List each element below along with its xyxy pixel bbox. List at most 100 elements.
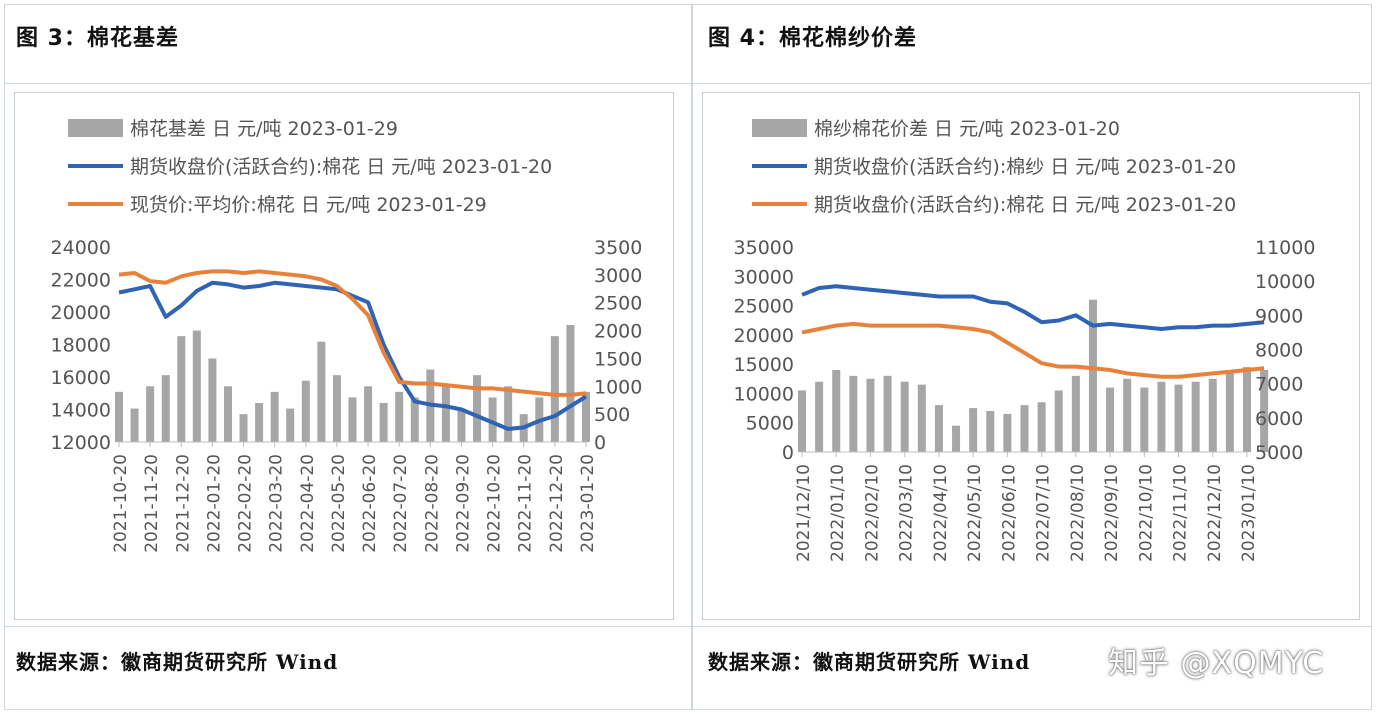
x-tick-label: 2022-06-20: [360, 454, 380, 553]
bar: [1243, 367, 1251, 452]
source-row-left: [4, 626, 692, 710]
x-tick-label: 2023/01/10: [1239, 464, 1259, 562]
bar: [1054, 390, 1063, 452]
bar: [504, 386, 513, 442]
bar: [457, 408, 466, 442]
bar: [1020, 405, 1029, 452]
x-tick-label: 2022-10-20: [485, 454, 505, 553]
bar: [969, 408, 978, 452]
y-right-tick: 5000: [1255, 442, 1303, 464]
bar: [1037, 402, 1046, 452]
bar: [1106, 387, 1115, 452]
x-tick-label: 2023-01-20: [578, 454, 598, 553]
title-row-right: [692, 4, 1372, 84]
y-left-tick: 10000: [734, 383, 794, 405]
x-tick-label: 2022-03-20: [267, 454, 287, 553]
chart-title-left: 图 3：棉花基差: [16, 26, 179, 51]
x-tick-label: 2021-11-20: [142, 454, 162, 553]
legend-label: 期货收盘价(活跃合约):棉纱 日 元/吨 2023-01-20: [814, 156, 1236, 178]
y-left-tick: 15000: [734, 354, 794, 376]
bar: [223, 386, 232, 442]
y-left-tick: 30000: [734, 266, 794, 288]
chart-frame-left: [14, 92, 674, 620]
legend-label: 期货收盘价(活跃合约):棉花 日 元/吨 2023-01-20: [130, 156, 552, 178]
bar: [317, 341, 326, 442]
bar: [866, 378, 875, 452]
bar: [550, 336, 559, 442]
y-left-tick: 14000: [51, 400, 111, 422]
title-row-left: [4, 4, 692, 84]
bar: [395, 391, 404, 442]
bar: [239, 414, 248, 442]
bar: [1088, 299, 1097, 452]
y-left-tick: 20000: [51, 302, 111, 324]
bar: [917, 384, 926, 452]
source-note-left: 数据来源：徽商期货研究所 Wind: [16, 650, 339, 674]
x-tick-label: 2022-12-20: [547, 454, 567, 553]
bar: [798, 390, 806, 452]
bar: [255, 403, 264, 442]
x-tick-label: 2022-05-20: [329, 454, 349, 553]
legend-swatch-bar: [68, 119, 123, 137]
x-tick-label: 2021-12-20: [173, 454, 193, 553]
source-note-right: 数据来源：徽商期货研究所 Wind: [708, 650, 1031, 674]
y-left-tick: 12000: [51, 432, 111, 454]
x-tick-label: 2022/02/10: [862, 464, 882, 562]
bar: [815, 381, 824, 452]
legend-label: 期货收盘价(活跃合约):棉花 日 元/吨 2023-01-20: [814, 194, 1236, 216]
bar: [192, 330, 201, 442]
bar: [301, 380, 310, 442]
y-right-tick: 3500: [594, 237, 642, 259]
bar: [161, 375, 170, 442]
y-right-tick: 2500: [594, 293, 642, 315]
bar: [1003, 413, 1012, 452]
bar: [582, 391, 590, 442]
bar: [348, 397, 357, 442]
legend-swatch-bar: [752, 119, 807, 137]
x-tick-label: 2022/06/10: [999, 464, 1019, 562]
bar: [1225, 372, 1234, 452]
bar: [177, 336, 186, 442]
bar: [410, 397, 419, 442]
bar: [332, 375, 341, 442]
x-tick-label: 2022/09/10: [1102, 464, 1122, 562]
y-right-tick: 6000: [1255, 408, 1303, 430]
series-line: [801, 321, 1265, 379]
x-tick-label: 2022/08/10: [1068, 464, 1088, 562]
bar: [986, 411, 995, 452]
x-tick-label: 2022-09-20: [453, 454, 473, 553]
source-row-right: [692, 626, 1372, 710]
x-tick-label: 2022-08-20: [422, 454, 442, 553]
bar: [1140, 387, 1149, 452]
y-left-tick: 24000: [51, 237, 111, 259]
x-tick-label: 2022-01-20: [204, 454, 224, 553]
series-line: [118, 280, 588, 431]
bar: [130, 408, 139, 442]
bar: [1174, 384, 1183, 452]
y-left-tick: 22000: [51, 270, 111, 292]
bar: [115, 391, 123, 442]
bar: [883, 375, 892, 452]
y-right-tick: 3000: [594, 265, 642, 287]
y-left-tick: 0: [782, 442, 794, 464]
legend-label: 现货价:平均价:棉花 日 元/吨 2023-01-29: [130, 194, 487, 216]
x-tick-label: 2022/04/10: [931, 464, 951, 562]
spread-chart: 棉纱棉花价差 日 元/吨 2023-01-20 期货收盘价(活跃合约):棉纱 日 …: [734, 118, 1316, 562]
bar: [1191, 381, 1200, 452]
x-tick-label: 2022/11/10: [1171, 464, 1191, 562]
bar: [473, 375, 482, 442]
x-tick-label: 2022/05/10: [965, 464, 985, 562]
bar: [488, 397, 497, 442]
x-tick-label: 2022-07-20: [391, 454, 411, 553]
x-tick-label: 2022/12/10: [1205, 464, 1225, 562]
bar: [146, 386, 155, 442]
bar: [364, 386, 373, 442]
bar: [1071, 375, 1080, 452]
y-left-tick: 25000: [734, 296, 794, 318]
series-line: [118, 269, 587, 397]
bar: [441, 386, 450, 442]
y-left-tick: 20000: [734, 325, 794, 347]
x-tick-label: 2022-02-20: [236, 454, 256, 553]
y-right-tick: 1500: [594, 348, 642, 370]
y-left-tick: 16000: [51, 367, 111, 389]
